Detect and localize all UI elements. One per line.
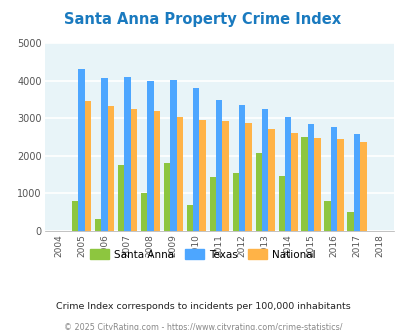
Bar bbox=[291, 133, 297, 231]
Bar bbox=[192, 88, 199, 231]
Bar bbox=[107, 106, 114, 231]
Bar bbox=[124, 77, 130, 231]
Bar bbox=[147, 81, 153, 231]
Bar bbox=[215, 100, 222, 231]
Bar bbox=[353, 134, 359, 231]
Bar bbox=[284, 116, 291, 231]
Bar bbox=[301, 137, 307, 231]
Text: Santa Anna Property Crime Index: Santa Anna Property Crime Index bbox=[64, 12, 341, 26]
Bar bbox=[268, 129, 274, 231]
Bar bbox=[337, 139, 343, 231]
Bar bbox=[239, 105, 245, 231]
Bar bbox=[84, 101, 91, 231]
Bar bbox=[278, 177, 284, 231]
Bar bbox=[199, 120, 205, 231]
Bar bbox=[209, 177, 215, 231]
Bar bbox=[130, 110, 136, 231]
Bar bbox=[330, 127, 337, 231]
Bar bbox=[140, 193, 147, 231]
Legend: Santa Anna, Texas, National: Santa Anna, Texas, National bbox=[86, 245, 319, 264]
Bar bbox=[163, 163, 170, 231]
Bar bbox=[170, 80, 176, 231]
Bar bbox=[245, 123, 251, 231]
Bar bbox=[347, 212, 353, 231]
Bar bbox=[359, 142, 366, 231]
Bar bbox=[72, 201, 78, 231]
Bar bbox=[324, 201, 330, 231]
Text: © 2025 CityRating.com - https://www.cityrating.com/crime-statistics/: © 2025 CityRating.com - https://www.city… bbox=[64, 323, 341, 330]
Bar bbox=[78, 69, 84, 231]
Bar bbox=[186, 205, 193, 231]
Bar bbox=[94, 219, 101, 231]
Text: Crime Index corresponds to incidents per 100,000 inhabitants: Crime Index corresponds to incidents per… bbox=[55, 302, 350, 311]
Bar bbox=[313, 138, 320, 231]
Bar bbox=[101, 78, 107, 231]
Bar bbox=[255, 153, 261, 231]
Bar bbox=[232, 173, 239, 231]
Bar bbox=[222, 121, 228, 231]
Bar bbox=[153, 111, 160, 231]
Bar bbox=[117, 165, 124, 231]
Bar bbox=[261, 109, 268, 231]
Bar bbox=[307, 124, 313, 231]
Bar bbox=[176, 117, 183, 231]
